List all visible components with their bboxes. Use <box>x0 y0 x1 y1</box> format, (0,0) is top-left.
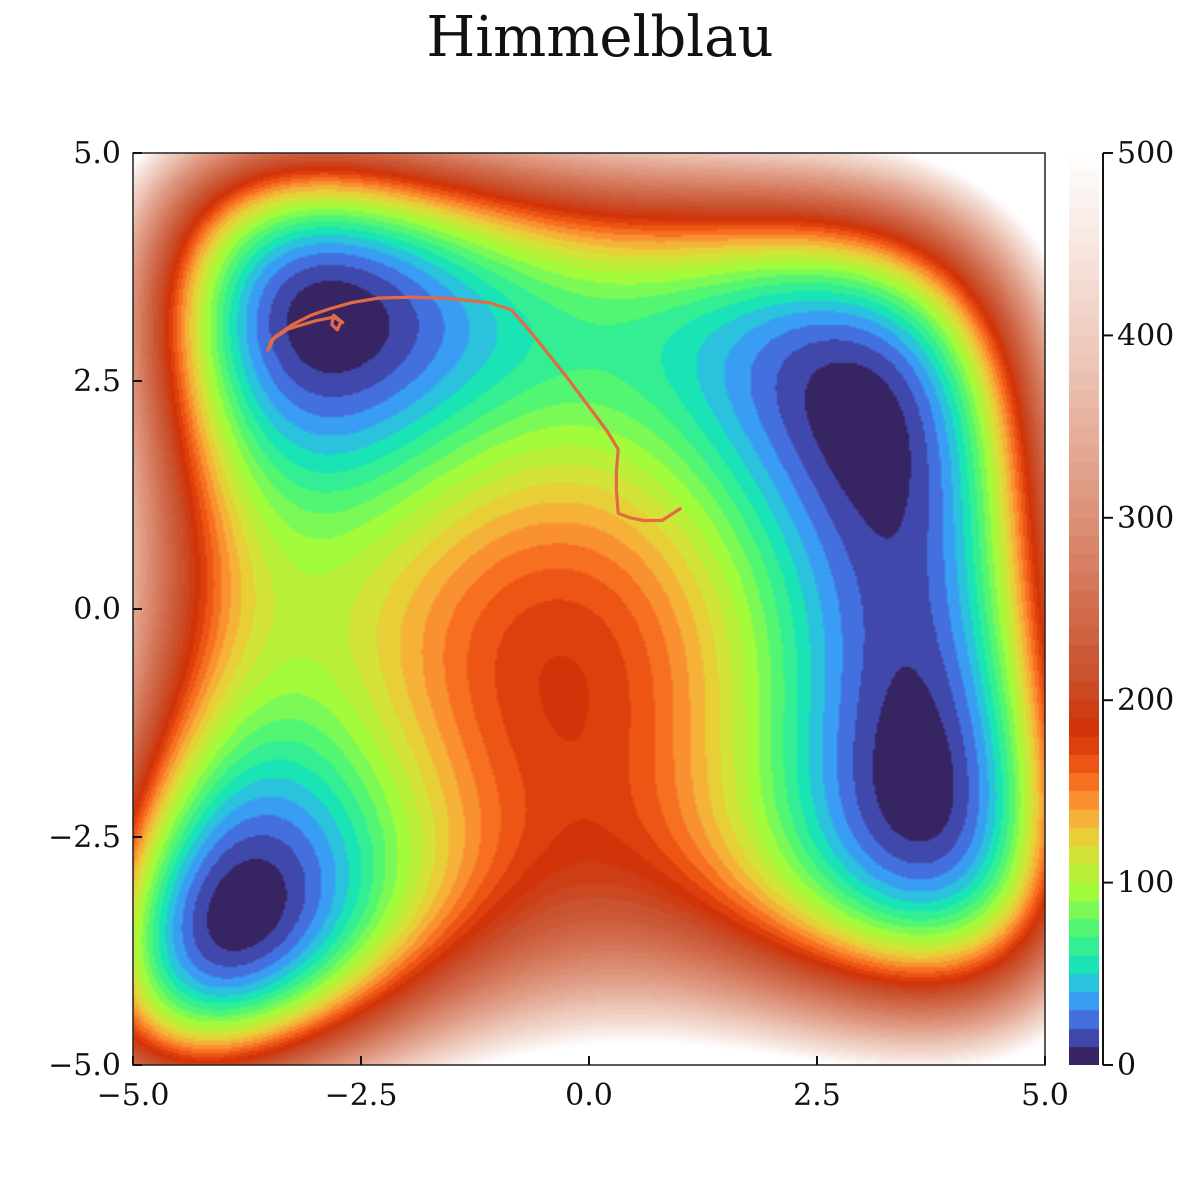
y-tick-label: 0.0 <box>73 592 121 627</box>
x-tick-label: 5.0 <box>1021 1078 1069 1113</box>
colorbar-tick-label: 300 <box>1117 501 1174 536</box>
x-axis: −5.0 −2.5 0.0 2.5 5.0 <box>97 1056 1069 1113</box>
optimization-path <box>266 295 682 523</box>
colorbar-gradient <box>1069 153 1099 1065</box>
colorbar: 0 100 200 300 400 500 <box>1069 136 1174 1083</box>
colorbar-tick-label: 200 <box>1117 683 1174 718</box>
colorbar-tick-label: 0 <box>1117 1048 1136 1083</box>
y-axis: 5.0 2.5 0.0 −2.5 −5.0 <box>48 136 142 1083</box>
colorbar-ticks: 0 100 200 300 400 500 <box>1103 136 1174 1083</box>
colorbar-tick-label: 100 <box>1117 866 1174 901</box>
x-tick-label: 0.0 <box>565 1078 613 1113</box>
colorbar-tick-label: 500 <box>1117 136 1174 171</box>
x-tick-label: −2.5 <box>325 1078 398 1113</box>
x-tick-label: 2.5 <box>793 1078 841 1113</box>
x-tick-label: −5.0 <box>97 1078 170 1113</box>
y-tick-label: −5.0 <box>48 1048 121 1083</box>
colorbar-tick-label: 400 <box>1117 318 1174 353</box>
plot-area <box>132 152 1046 1066</box>
chart-title: Himmelblau <box>426 5 774 70</box>
contour-fill <box>133 153 1045 1065</box>
y-tick-label: −2.5 <box>48 820 121 855</box>
y-tick-label: 2.5 <box>73 364 121 399</box>
y-tick-label: 5.0 <box>73 136 121 171</box>
